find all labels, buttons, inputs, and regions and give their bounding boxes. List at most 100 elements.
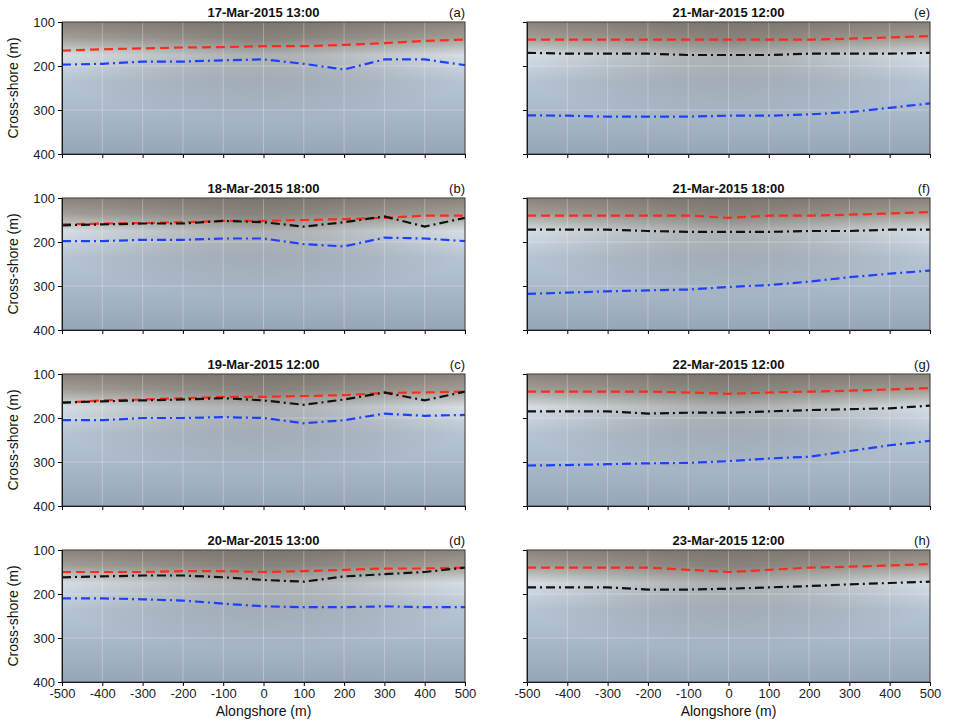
panel: 100200300400 17-Mar-2015 13:00 (a) Cross-sh… bbox=[5, 5, 466, 162]
x-tick bbox=[264, 506, 265, 510]
x-tick bbox=[223, 506, 224, 510]
tick-mark bbox=[523, 330, 527, 331]
tick-mark bbox=[58, 66, 62, 67]
plot-shade bbox=[527, 22, 930, 154]
x-tick bbox=[304, 506, 305, 510]
plot-background bbox=[527, 198, 930, 330]
x-tick: 100 bbox=[293, 682, 315, 701]
grid-line bbox=[223, 550, 224, 682]
grid-line bbox=[142, 374, 143, 506]
tick-mark bbox=[688, 506, 689, 510]
tick-mark bbox=[688, 330, 689, 334]
figure: 10020030040017-Mar-2015 13:00(a)Cross-sh… bbox=[0, 0, 973, 722]
tick-mark bbox=[608, 330, 609, 334]
tick-label: 400 bbox=[879, 686, 901, 701]
x-axis bbox=[63, 330, 466, 334]
plot-shade bbox=[527, 550, 930, 682]
grid-line bbox=[527, 594, 930, 595]
panel: 10020030040018-Mar-2015 18:00(b)Cross-sh… bbox=[5, 181, 466, 338]
lines bbox=[62, 568, 465, 608]
panel-title: 17-Mar-2015 13:00 bbox=[207, 5, 319, 20]
y-tick bbox=[523, 682, 527, 683]
x-tick bbox=[425, 154, 426, 158]
axis-title: Cross-shore (m) bbox=[5, 37, 21, 138]
x-axis bbox=[528, 154, 931, 158]
lines bbox=[62, 216, 465, 247]
tick-mark bbox=[849, 154, 850, 158]
tick-mark bbox=[523, 506, 527, 507]
tick-mark bbox=[523, 242, 527, 243]
grid-line bbox=[344, 198, 345, 330]
x-tick: -400 bbox=[90, 682, 116, 701]
tick-mark bbox=[465, 330, 466, 334]
x-tick bbox=[304, 154, 305, 158]
grid-line bbox=[607, 550, 608, 682]
x-tick: -300 bbox=[595, 682, 621, 701]
grid-line bbox=[527, 462, 930, 463]
y-tick bbox=[523, 242, 527, 243]
tick-mark bbox=[849, 506, 850, 510]
x-tick bbox=[729, 154, 730, 158]
panel: 21-Mar-2015 18:00(f) bbox=[523, 181, 931, 334]
y-tick bbox=[523, 462, 527, 463]
grid-line bbox=[607, 374, 608, 506]
x-tick bbox=[930, 330, 931, 334]
panel-letter: (a) bbox=[449, 5, 465, 20]
series-line bbox=[62, 40, 465, 51]
y-axis: 100200300400 bbox=[33, 191, 62, 338]
x-tick bbox=[425, 506, 426, 510]
lines bbox=[62, 40, 465, 70]
x-tick bbox=[465, 506, 466, 510]
x-tick: -200 bbox=[635, 682, 661, 701]
grid-line bbox=[849, 22, 850, 154]
tick-label: 300 bbox=[33, 455, 55, 470]
x-tick bbox=[809, 330, 810, 334]
tick-mark bbox=[890, 330, 891, 334]
plot-shade bbox=[62, 198, 465, 330]
tick-label: 200 bbox=[33, 587, 55, 602]
tick-mark bbox=[567, 154, 568, 158]
y-tick: 400 bbox=[33, 147, 62, 162]
tick-mark bbox=[523, 66, 527, 67]
x-tick bbox=[567, 330, 568, 334]
x-tick: 300 bbox=[374, 682, 396, 701]
plot-shade bbox=[527, 374, 930, 506]
tick-mark bbox=[523, 374, 527, 375]
tick-mark bbox=[608, 154, 609, 158]
series-line bbox=[527, 53, 930, 55]
series-line bbox=[62, 568, 465, 582]
x-tick bbox=[223, 154, 224, 158]
grid-line bbox=[62, 66, 465, 67]
x-tick: 300 bbox=[839, 682, 861, 701]
x-tick bbox=[729, 506, 730, 510]
panel-title: 22-Mar-2015 12:00 bbox=[672, 357, 784, 372]
panel-title: 19-Mar-2015 12:00 bbox=[207, 357, 319, 372]
tick-mark bbox=[523, 682, 527, 683]
plot-background bbox=[62, 550, 465, 682]
plot-shade bbox=[62, 22, 465, 154]
y-tick: 200 bbox=[33, 587, 62, 602]
tick-mark bbox=[523, 286, 527, 287]
tick-label: -100 bbox=[211, 686, 237, 701]
tick-mark bbox=[183, 330, 184, 334]
tick-label: 400 bbox=[33, 675, 55, 690]
tick-label: 400 bbox=[414, 686, 436, 701]
x-tick bbox=[344, 154, 345, 158]
x-axis: -500-400-300-200-1000100200300400500 bbox=[49, 682, 476, 701]
grid-line bbox=[647, 22, 648, 154]
tick-label: 0 bbox=[260, 686, 267, 701]
x-tick bbox=[143, 506, 144, 510]
y-tick bbox=[523, 110, 527, 111]
x-tick bbox=[304, 330, 305, 334]
x-tick bbox=[688, 330, 689, 334]
x-tick: 0 bbox=[725, 682, 732, 701]
tick-mark bbox=[344, 506, 345, 510]
tick-mark bbox=[425, 330, 426, 334]
x-tick bbox=[384, 506, 385, 510]
x-tick bbox=[729, 330, 730, 334]
panel-letter: (g) bbox=[914, 357, 930, 372]
grid-line bbox=[223, 374, 224, 506]
y-axis: 100200300400 bbox=[33, 15, 62, 162]
axis-line bbox=[63, 507, 466, 511]
series-line bbox=[527, 230, 930, 232]
